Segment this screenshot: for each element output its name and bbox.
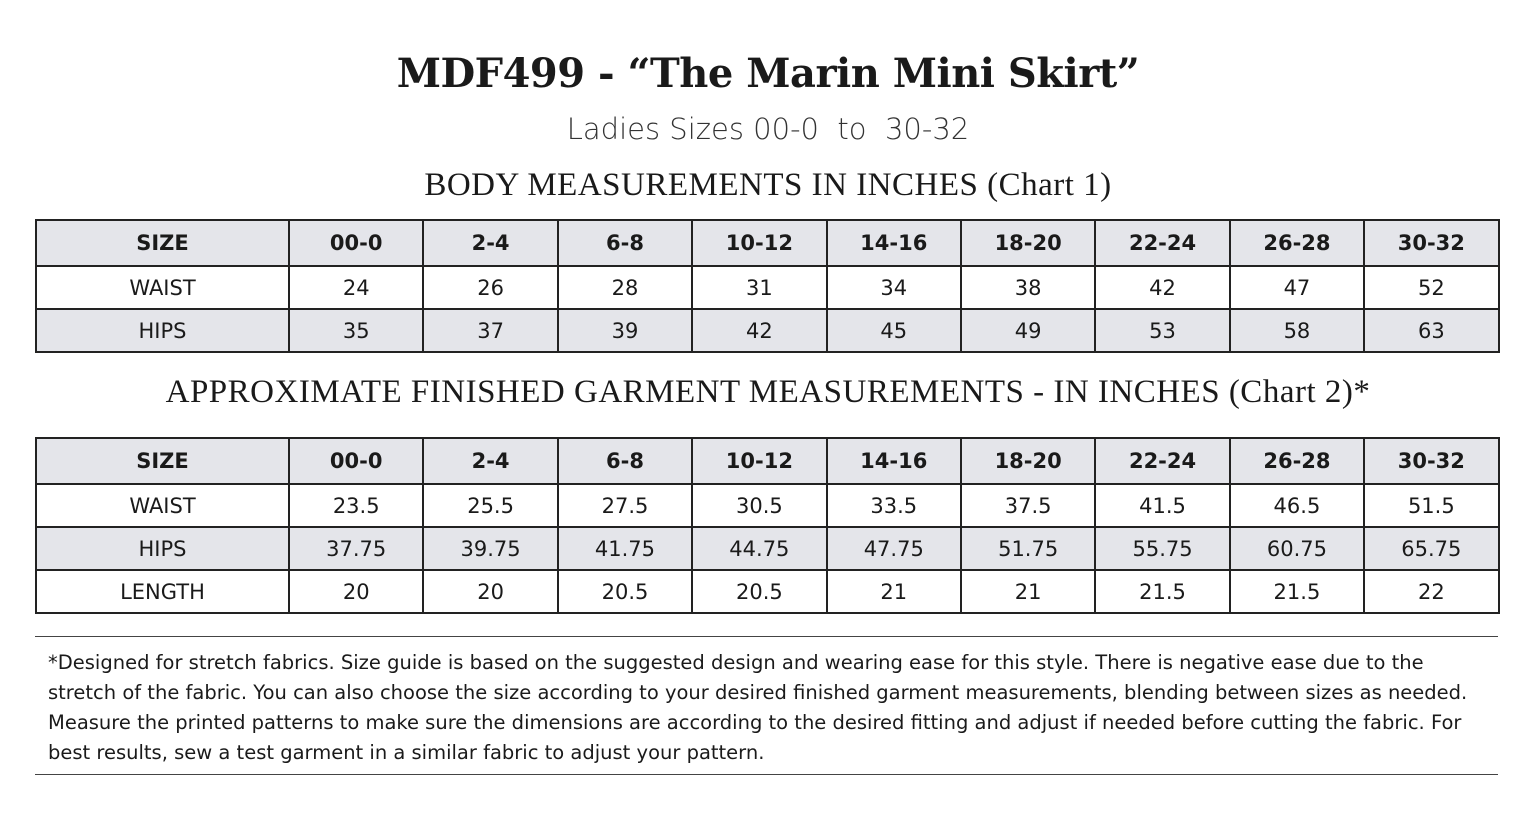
chart-heading: APPROXIMATE FINISHED GARMENT MEASUREMENT… — [165, 374, 1371, 410]
cell: 25.5 — [422, 483, 559, 528]
header-cell: 6-8 — [556, 219, 694, 267]
cell: 47.75 — [825, 526, 962, 571]
cell: 20.5 — [556, 569, 694, 614]
header-cell: 10-12 — [691, 219, 828, 267]
header-cell: 10-12 — [691, 437, 828, 485]
cell: 45 — [825, 308, 962, 353]
cell: 37 — [422, 308, 559, 353]
row-label: LENGTH — [35, 569, 290, 614]
header-cell: 22-24 — [1094, 437, 1231, 485]
table-row: HIPS 37.75 39.75 41.75 44.75 47.75 51.75 55.75 6… — [35, 526, 1500, 571]
cell: 20 — [287, 569, 425, 614]
subtitle: Ladies Sizes 00-0 to 30-32 — [566, 112, 970, 146]
header-cell: 18-20 — [959, 437, 1097, 485]
cell: 39 — [556, 308, 694, 353]
title: MDF499 - “The Marin Mini Skirt” — [396, 50, 1140, 97]
header-cell: 2-4 — [422, 219, 559, 267]
cell: 41.5 — [1094, 483, 1231, 528]
cell: 37.75 — [287, 526, 425, 571]
cell: 47 — [1228, 265, 1366, 310]
cell: 51.5 — [1363, 483, 1500, 528]
table-row: WAIST 23.5 25.5 27.5 30.5 33.5 37.5 41.5 46.5 51.… — [35, 483, 1500, 528]
divider — [35, 636, 1498, 637]
header-cell: 14-16 — [825, 437, 962, 485]
cell: 38 — [959, 265, 1097, 310]
cell: 44.75 — [691, 526, 828, 571]
header-row: SIZE 00-0 2-4 6-8 10-12 14-16 18-20 22-24 26-28 3… — [35, 219, 1500, 267]
cell: 42 — [1094, 265, 1231, 310]
header-cell: 26-28 — [1228, 437, 1366, 485]
cell: 21.5 — [1094, 569, 1231, 614]
cell: 41.75 — [556, 526, 694, 571]
header-cell: SIZE — [35, 437, 290, 485]
header-cell: 00-0 — [287, 437, 425, 485]
cell: 60.75 — [1228, 526, 1366, 571]
cell: 21.5 — [1228, 569, 1366, 614]
cell: 20.5 — [691, 569, 828, 614]
cell: 55.75 — [1094, 526, 1231, 571]
header-cell: 22-24 — [1094, 219, 1231, 267]
header-cell: 6-8 — [556, 437, 694, 485]
cell: 28 — [556, 265, 694, 310]
header-cell: 30-32 — [1363, 219, 1500, 267]
header-cell: 00-0 — [287, 219, 425, 267]
cell: 51.75 — [959, 526, 1097, 571]
divider — [35, 774, 1498, 775]
cell: 65.75 — [1363, 526, 1500, 571]
header-cell: 18-20 — [959, 219, 1097, 267]
header-cell: 30-32 — [1363, 437, 1500, 485]
cell: 33.5 — [825, 483, 962, 528]
cell: 53 — [1094, 308, 1231, 353]
row-label: HIPS — [35, 526, 290, 571]
row-label: HIPS — [35, 308, 290, 353]
cell: 31 — [691, 265, 828, 310]
cell: 39.75 — [422, 526, 559, 571]
table-row: WAIST 24 26 28 31 34 38 42 47 52 — [35, 265, 1500, 310]
cell: 34 — [825, 265, 962, 310]
cell: 21 — [825, 569, 962, 614]
cell: 24 — [287, 265, 425, 310]
cell: 58 — [1228, 308, 1366, 353]
cell: 23.5 — [287, 483, 425, 528]
cell: 27.5 — [556, 483, 694, 528]
header-row: SIZE 00-0 2-4 6-8 10-12 14-16 18-20 22-24 26-28 3… — [35, 437, 1500, 485]
cell: 49 — [959, 308, 1097, 353]
cell: 22 — [1363, 569, 1500, 614]
cell: 20 — [422, 569, 559, 614]
table-row: HIPS 35 37 39 42 45 49 53 58 63 — [35, 308, 1500, 353]
header-cell: 2-4 — [422, 437, 559, 485]
header-cell: SIZE — [35, 219, 290, 267]
cell: 26 — [422, 265, 559, 310]
cell: 37.5 — [959, 483, 1097, 528]
chart-heading: BODY MEASUREMENTS IN INCHES (Chart 1) — [424, 167, 1112, 203]
footnote: *Designed for stretch fabrics. Size guid… — [48, 651, 1468, 764]
cell: 42 — [691, 308, 828, 353]
cell: 35 — [287, 308, 425, 353]
size-table: SIZE 00-0 2-4 6-8 10-12 14-16 18-20 22-24 26-28 3… — [35, 219, 1500, 353]
cell: 21 — [959, 569, 1097, 614]
cell: 30.5 — [691, 483, 828, 528]
size-table: SIZE 00-0 2-4 6-8 10-12 14-16 18-20 22-24 26-28 3… — [35, 437, 1500, 614]
row-label: WAIST — [35, 265, 290, 310]
row-label: WAIST — [35, 483, 290, 528]
header-cell: 14-16 — [825, 219, 962, 267]
cell: 52 — [1363, 265, 1500, 310]
cell: 63 — [1363, 308, 1500, 353]
table-row: LENGTH 20 20 20.5 20.5 21 21 21.5 21.5 22 — [35, 569, 1500, 614]
header-cell: 26-28 — [1228, 219, 1366, 267]
cell: 46.5 — [1228, 483, 1366, 528]
